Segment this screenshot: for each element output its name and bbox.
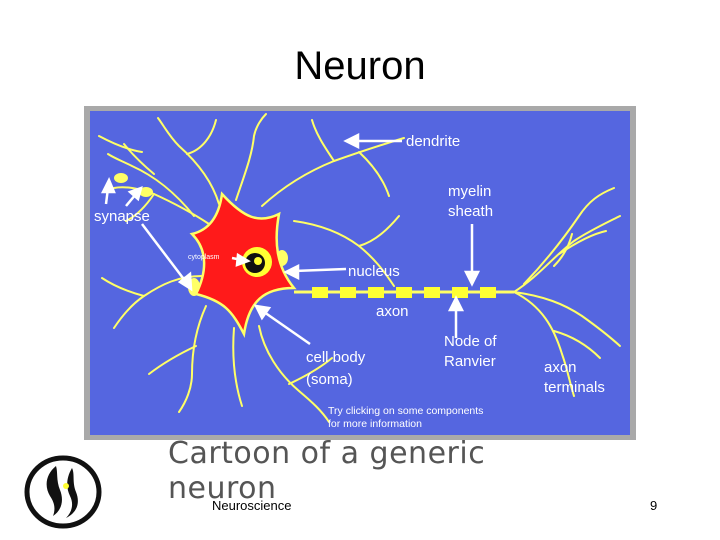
myelin-sheath[interactable] [312,287,496,298]
neuron-diagram-svg: dendrite myelin sheath synapse cytoplasm… [84,106,636,440]
diagram-caption: Cartoon of a generic neuron [168,436,486,506]
footer-text: Neuroscience [212,498,292,513]
axon-terminals[interactable] [513,187,621,397]
label-nucleus[interactable]: nucleus [348,263,400,280]
label-node-line1[interactable]: Node of [444,333,497,350]
label-terminals-line2[interactable]: terminals [544,379,605,396]
hint-line1: Try clicking on some components [328,405,483,417]
neuron-diagram: dendrite myelin sheath synapse cytoplasm… [84,106,636,440]
label-synapse[interactable]: synapse [94,208,150,225]
dendrites[interactable] [98,113,405,423]
label-cytoplasm[interactable]: cytoplasm [188,254,220,261]
label-terminals-line1[interactable]: axon [544,359,577,376]
label-myelin-line2[interactable]: sheath [448,203,493,220]
hint-line2: for more information [328,418,422,430]
label-cellbody-line1[interactable]: cell body [306,349,366,366]
logo [20,450,106,534]
label-myelin-line1[interactable]: myelin [448,183,491,200]
label-node-line2[interactable]: Ranvier [444,353,496,370]
label-dendrite[interactable]: dendrite [406,133,460,150]
nucleolus [254,257,262,265]
label-cellbody-line2[interactable]: (soma) [306,371,353,388]
page-number: 9 [650,498,658,513]
logo-emblem-icon [24,455,102,529]
label-axon[interactable]: axon [376,303,409,320]
slide-title: Neuron [294,44,426,88]
label-arrows [100,132,481,346]
